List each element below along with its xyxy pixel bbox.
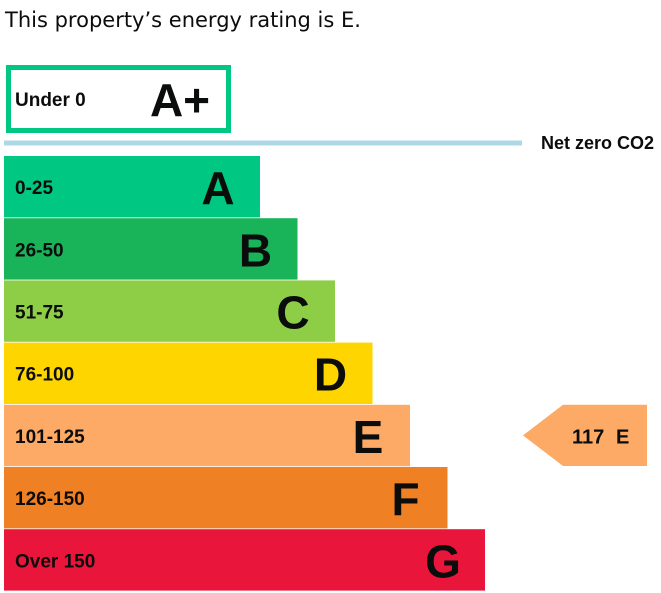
band-e: 101-125 E xyxy=(4,404,410,467)
band-range-a: 0-25 xyxy=(15,178,53,199)
band-bar-a xyxy=(4,156,260,218)
band-bar-b xyxy=(4,218,298,280)
band-d: 76-100 D xyxy=(4,342,373,404)
band-letter-e: E xyxy=(353,411,384,463)
top-band-frame xyxy=(6,65,231,133)
net-zero-label: Net zero CO2 xyxy=(541,133,654,153)
band-range-f: 126-150 xyxy=(15,489,85,510)
band-letter-c: C xyxy=(276,287,309,339)
band-range-d: 76-100 xyxy=(15,365,74,386)
band-bar-g xyxy=(4,529,485,591)
band-g: Over 150 G xyxy=(4,529,485,591)
band-bar-e xyxy=(4,404,410,467)
band-letter-f: F xyxy=(391,473,419,525)
current-rating-score: 117 xyxy=(572,426,604,448)
current-rating-arrow xyxy=(523,404,647,466)
current-rating-letter: E xyxy=(616,426,629,448)
band-b: 26-50 B xyxy=(4,218,298,280)
net-zero-line: Net zero CO2 xyxy=(4,133,654,153)
top-band-range: Under 0 xyxy=(15,90,86,111)
rating-summary: This property’s energy rating is E. xyxy=(5,8,361,32)
rating-bands: 0-25 A 26-50 B 51-75 C 76-100 D 101-125 E 126-150 F… xyxy=(4,156,485,591)
top-band: Under 0 A+ xyxy=(6,65,231,133)
current-rating-marker: 117 E xyxy=(523,404,647,466)
band-letter-g: G xyxy=(425,535,461,587)
band-c: 51-75 C xyxy=(4,280,335,342)
band-range-b: 26-50 xyxy=(15,240,64,261)
band-letter-d: D xyxy=(314,349,347,401)
band-range-g: Over 150 xyxy=(15,551,95,572)
band-letter-a: A xyxy=(201,162,234,214)
band-bar-c xyxy=(4,280,335,342)
band-bar-d xyxy=(4,342,373,404)
top-band-letter: A+ xyxy=(150,74,210,126)
band-range-e: 101-125 xyxy=(15,427,85,448)
band-letter-b: B xyxy=(239,224,272,276)
band-range-c: 51-75 xyxy=(15,303,64,324)
band-f: 126-150 F xyxy=(4,467,448,529)
band-bar-f xyxy=(4,467,448,529)
band-a: 0-25 A xyxy=(4,156,260,218)
